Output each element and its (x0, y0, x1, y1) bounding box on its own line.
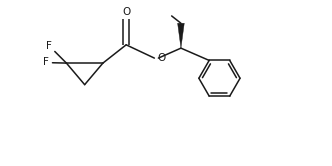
Text: F: F (43, 57, 49, 67)
Text: O: O (122, 7, 130, 17)
Polygon shape (178, 23, 184, 48)
Text: F: F (46, 41, 52, 51)
Text: O: O (158, 53, 166, 63)
